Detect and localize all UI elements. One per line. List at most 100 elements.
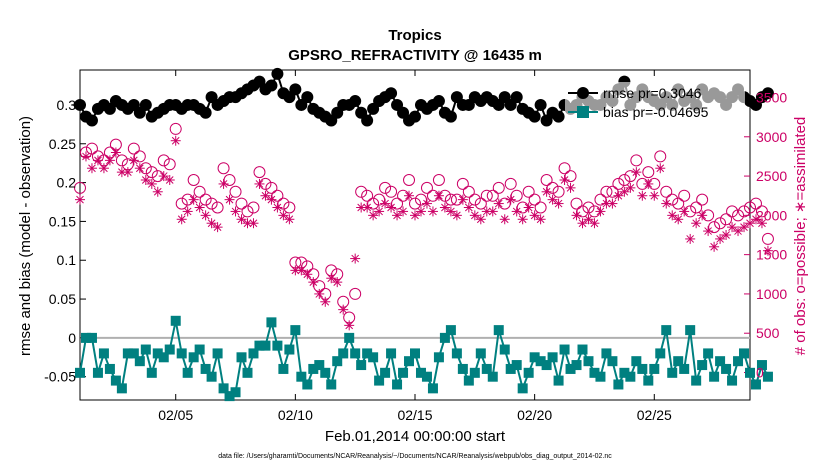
obs-possible-point xyxy=(187,174,200,186)
bias-point xyxy=(230,387,241,398)
obs-assimilated-point xyxy=(284,214,295,225)
obs-possible-point xyxy=(552,185,565,198)
obs-assimilated-point xyxy=(547,194,558,205)
y-tick-label: 0.1 xyxy=(57,252,77,268)
bias-point xyxy=(427,383,438,394)
obs-possible-point xyxy=(654,150,667,163)
obs-assimilated-point xyxy=(517,214,528,225)
obs-assimilated-point xyxy=(607,198,618,209)
x-tick-label: 02/15 xyxy=(397,407,432,423)
bias-point xyxy=(733,356,744,367)
bias-point xyxy=(715,356,726,367)
bias-point xyxy=(463,375,474,386)
obs-assimilated-point xyxy=(260,190,271,201)
bias-point xyxy=(679,363,690,374)
obs-possible-point xyxy=(612,177,625,190)
bias-point xyxy=(415,367,426,378)
y2-tick-label: 2500 xyxy=(756,168,787,184)
bias-point xyxy=(655,348,666,359)
obs-assimilated-point xyxy=(619,186,630,197)
obs-possible-point xyxy=(558,162,571,175)
obs-possible-point xyxy=(85,142,98,155)
rmse-point xyxy=(510,91,523,104)
bias-point xyxy=(404,356,415,367)
obs-assimilated-point xyxy=(679,206,690,217)
bias-point xyxy=(146,367,157,378)
obs-assimilated-point xyxy=(463,202,474,213)
obs-possible-point xyxy=(630,154,643,167)
bias-point xyxy=(451,348,462,359)
obs-assimilated-point xyxy=(92,155,103,166)
obs-possible-point xyxy=(385,185,398,198)
bias-point xyxy=(697,360,708,371)
obs-assimilated-point xyxy=(164,175,175,185)
obs-possible-point xyxy=(403,174,416,186)
obs-assimilated-point xyxy=(314,288,325,299)
obs-assimilated-point xyxy=(128,155,139,166)
obs-possible-point xyxy=(199,193,212,206)
obs-assimilated-point xyxy=(200,210,211,221)
bias-point xyxy=(75,367,85,378)
bias-point xyxy=(332,356,343,367)
bias-point xyxy=(607,356,618,367)
obs-assimilated-point xyxy=(188,194,199,205)
obs-possible-point xyxy=(444,193,457,206)
legend-rmse-marker xyxy=(577,87,589,99)
y-tick-label: 0.05 xyxy=(49,291,76,307)
obs-assimilated-point xyxy=(733,226,744,237)
bias-point xyxy=(547,352,558,363)
rmse-point xyxy=(349,95,362,108)
obs-assimilated-point xyxy=(655,163,666,174)
bias-point xyxy=(152,348,163,359)
bias-point xyxy=(344,332,355,343)
obs-assimilated-point xyxy=(140,175,151,185)
obs-assimilated-point xyxy=(248,218,259,229)
obs-assimilated-point xyxy=(523,202,534,213)
bias-point xyxy=(410,348,420,359)
bias-point xyxy=(164,344,175,355)
obs-possible-point xyxy=(492,181,505,194)
bias-point xyxy=(356,360,367,371)
obs-assimilated-series xyxy=(75,135,773,331)
obs-assimilated-point xyxy=(212,222,223,233)
bias-point xyxy=(398,367,409,378)
bias-point xyxy=(433,352,444,363)
obs-assimilated-point xyxy=(673,214,684,225)
bias-point xyxy=(553,375,564,386)
rmse-markers xyxy=(74,67,774,127)
obs-assimilated-point xyxy=(487,206,498,217)
obs-assimilated-point xyxy=(541,186,552,197)
obs-possible-point xyxy=(732,209,745,222)
obs-possible-point xyxy=(235,197,248,210)
bias-point xyxy=(116,383,127,394)
obs-assimilated-point xyxy=(380,198,391,209)
bias-point xyxy=(601,348,612,359)
obs-possible-point xyxy=(749,197,762,210)
obs-possible-point xyxy=(600,185,613,198)
obs-assimilated-point xyxy=(236,214,247,225)
bias-point xyxy=(421,371,432,382)
bias-point xyxy=(260,340,271,351)
legend-rmse-label: rmse pr=0.3046 xyxy=(603,85,702,101)
obs-possible-point xyxy=(522,185,535,198)
data-file-footnote: data file: /Users/gharamti/Documents/NCA… xyxy=(218,453,612,460)
obs-possible-point xyxy=(660,185,673,198)
obs-assimilated-point xyxy=(421,198,432,209)
obs-possible-point xyxy=(468,193,481,206)
obs-possible-point xyxy=(738,205,751,218)
bias-point xyxy=(589,367,600,378)
obs-possible-point xyxy=(241,205,254,218)
obs-possible-point xyxy=(205,197,218,210)
obs-assimilated-point xyxy=(439,202,450,213)
bias-point xyxy=(176,348,187,359)
obs-assimilated-point xyxy=(308,277,319,288)
obs-possible-point xyxy=(672,197,685,210)
bias-point xyxy=(756,360,767,371)
obs-possible-point xyxy=(462,185,475,198)
y2-tick-label: 2000 xyxy=(756,207,787,223)
obs-possible-point xyxy=(720,213,733,226)
obs-assimilated-point xyxy=(697,210,708,221)
obs-assimilated-point xyxy=(176,214,187,225)
rmse-point xyxy=(289,83,302,96)
